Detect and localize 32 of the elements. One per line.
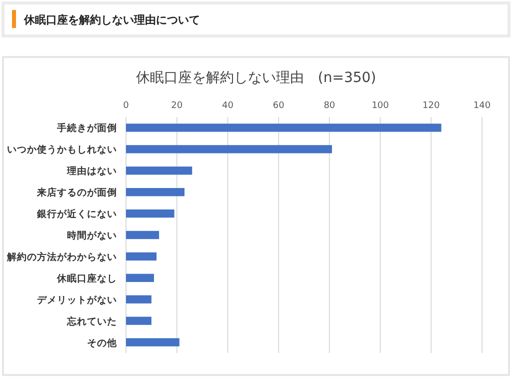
bar (126, 274, 154, 282)
y-tick-label: 理由はない (66, 165, 117, 178)
y-tick-label: 解約の方法がわからない (6, 250, 117, 263)
bar (126, 252, 157, 261)
y-tick-label: その他 (87, 336, 118, 349)
bar (126, 166, 192, 175)
chart-subtitle: 休眠口座を解約しない理由 (n=350) (136, 70, 376, 86)
x-tick-label: 140 (473, 101, 491, 111)
bar (126, 295, 152, 304)
bar (126, 316, 152, 325)
x-tick-label: 40 (222, 101, 234, 111)
bar (126, 230, 160, 240)
y-tick-label: 忘れていた (66, 315, 117, 328)
y-tick-label: 時間がない (67, 230, 117, 242)
bar (126, 124, 442, 132)
y-tick-label: 手続きが面倒 (56, 122, 117, 134)
y-tick-label: 来店するのが面倒 (36, 186, 117, 199)
x-tick-label: 60 (272, 101, 285, 111)
x-tick-label: 20 (171, 101, 183, 111)
bar (126, 188, 184, 196)
x-tick-label: 100 (372, 101, 390, 111)
x-tick-label: 120 (422, 101, 440, 111)
bar (126, 145, 332, 154)
chart-title: 休眠口座を解約しない理由について (23, 14, 200, 26)
y-tick-label: いつか使うかもしれない (7, 144, 117, 156)
y-tick-label: デメリットがない (37, 294, 117, 306)
x-tick-label: 80 (324, 101, 336, 111)
bar (126, 209, 174, 218)
y-tick-label: 休眠口座なし (56, 272, 117, 284)
bar (126, 338, 180, 346)
x-tick-label: 0 (123, 101, 130, 111)
y-tick-label: 銀行が近くにない (36, 208, 117, 220)
